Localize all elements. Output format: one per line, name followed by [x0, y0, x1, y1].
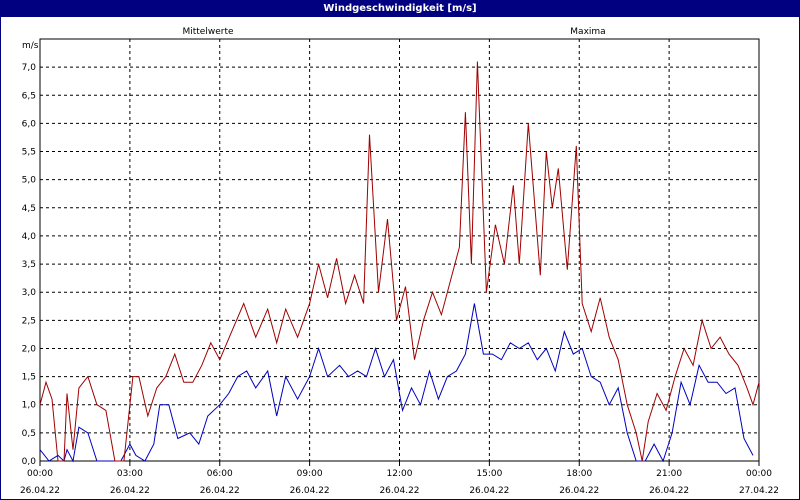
x-tick-time: 06:00 [207, 469, 233, 479]
x-tick-time: 09:00 [297, 469, 323, 479]
y-tick-label: 0,0 [22, 457, 37, 467]
y-tick-label: 6,5 [22, 91, 36, 101]
y-axis-ticks: 0,0 0,5 1,0 1,5 2,0 2,5 3,0 3,5 4,0 4,5 5,0 5,5 6,0 6… [22, 63, 37, 467]
y-tick-label: 3,5 [22, 260, 36, 270]
x-tick-date: 26.04.22 [649, 486, 689, 496]
y-tick-label: 3,0 [22, 288, 37, 298]
y-tick-label: 5,5 [22, 148, 36, 158]
x-tick-time: 03:00 [117, 469, 143, 479]
legend-mittelwerte: Mittelwerte [182, 27, 233, 37]
x-tick-date: 26.04.22 [110, 486, 150, 496]
y-tick-label: 0,5 [22, 429, 36, 439]
y-tick-label: 5,0 [22, 176, 37, 186]
y-tick-label: 2,0 [22, 344, 37, 354]
series-line-mittelwerte [39, 303, 754, 463]
y-tick-label: 6,0 [22, 119, 37, 129]
x-tick-date: 27.04.22 [739, 486, 779, 496]
legend-maxima: Maxima [570, 27, 605, 37]
y-tick-label: 7,0 [22, 63, 37, 73]
x-axis-ticks: 00:00 26.04.22 03:00 26.04.22 06:00 26.04.22 0… [20, 461, 779, 496]
window-title: Windgeschwindigkeit [m/s] [1, 1, 799, 17]
series-lines [39, 61, 760, 463]
x-tick-date: 26.04.22 [290, 486, 330, 496]
x-tick-date: 26.04.22 [20, 486, 60, 496]
x-tick-date: 26.04.22 [559, 486, 599, 496]
y-tick-label: 1,0 [22, 401, 37, 411]
y-axis-label: m/s [22, 41, 39, 51]
y-tick-label: 2,5 [22, 316, 36, 326]
x-tick-date: 26.04.22 [200, 486, 240, 496]
x-tick-time: 00:00 [27, 469, 53, 479]
y-tick-label: 4,0 [22, 232, 37, 242]
grid [40, 39, 759, 462]
series-line-maxima [39, 61, 760, 462]
x-tick-time: 21:00 [656, 469, 682, 479]
x-tick-time: 12:00 [387, 469, 413, 479]
y-tick-label: 1,5 [22, 373, 36, 383]
x-tick-date: 26.04.22 [469, 486, 509, 496]
y-tick-label: 4,5 [22, 204, 36, 214]
x-tick-time: 15:00 [476, 469, 502, 479]
x-tick-time: 18:00 [566, 469, 592, 479]
x-tick-time: 00:00 [746, 469, 772, 479]
x-tick-date: 26.04.22 [379, 486, 419, 496]
